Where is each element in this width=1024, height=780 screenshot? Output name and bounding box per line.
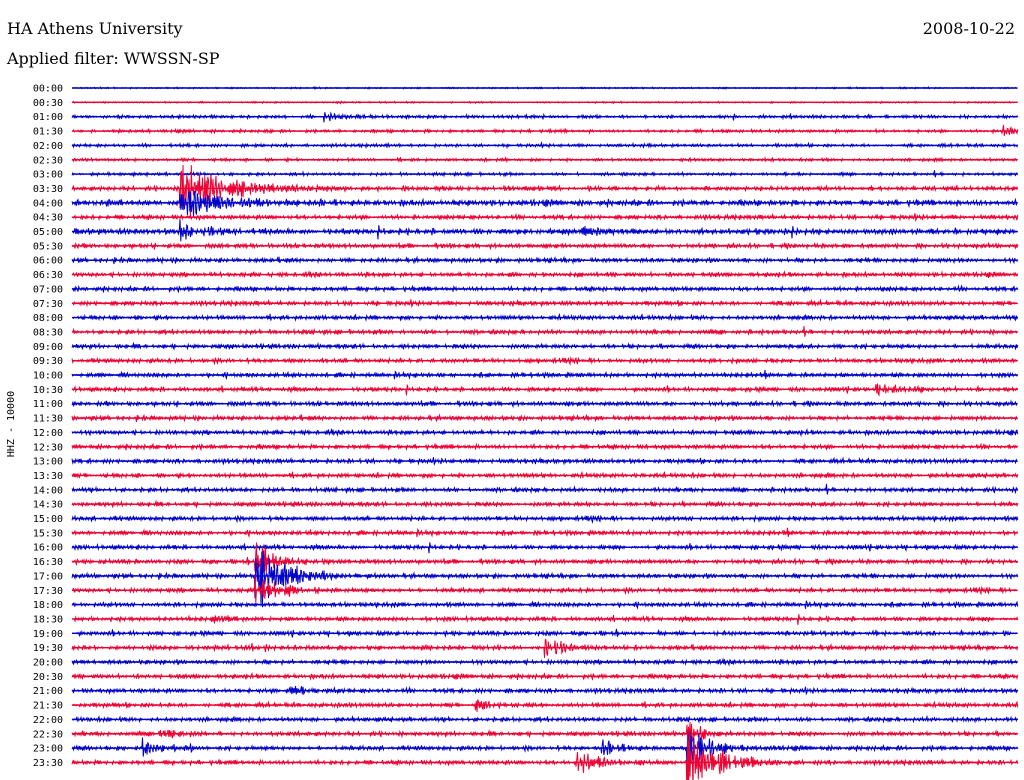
row-time-label: 19:00 — [33, 629, 63, 640]
row-time-label: 15:00 — [33, 514, 63, 525]
seismogram-trace-row — [71, 164, 1019, 218]
row-time-label: 10:00 — [33, 371, 63, 382]
row-time-label: 03:30 — [33, 184, 63, 195]
row-time-label: 03:00 — [33, 170, 63, 181]
row-time-label: 10:30 — [33, 385, 63, 396]
row-time-label: 06:00 — [33, 256, 63, 267]
seismogram-trace-row — [71, 638, 1019, 658]
row-time-label: 08:30 — [33, 327, 63, 338]
row-time-label: 18:30 — [33, 614, 63, 625]
row-time-label: 21:00 — [33, 686, 63, 697]
seismogram-trace-row — [71, 731, 1019, 780]
row-time-label: 20:30 — [33, 672, 63, 683]
row-time-label: 17:30 — [33, 586, 63, 597]
row-time-label: 18:00 — [33, 600, 63, 611]
row-time-label: 09:00 — [33, 342, 63, 353]
row-time-label: 20:00 — [33, 658, 63, 669]
row-time-label: 21:30 — [33, 701, 63, 712]
row-time-label: 02:30 — [33, 155, 63, 166]
row-time-label: 11:00 — [33, 399, 63, 410]
row-time-label: 07:00 — [33, 284, 63, 295]
row-time-label: 22:00 — [33, 715, 63, 726]
seismogram-trace-row — [71, 219, 1019, 242]
row-time-label: 01:00 — [33, 112, 63, 123]
row-time-label: 07:30 — [33, 299, 63, 310]
row-time-label: 19:30 — [33, 643, 63, 654]
seismogram-trace-row — [71, 574, 1018, 603]
row-time-label: 22:30 — [33, 729, 63, 740]
row-time-label: 02:00 — [33, 141, 63, 152]
row-time-label: 12:30 — [33, 442, 63, 453]
row-time-label: 14:30 — [33, 500, 63, 511]
row-time-label: 15:30 — [33, 528, 63, 539]
time-tick-labels: 00:00 00:30 01:00 01:30 02:00 02:30 03:00 03:30… — [33, 84, 63, 769]
row-time-label: 01:30 — [33, 127, 63, 138]
row-time-label: 00:30 — [33, 98, 63, 109]
row-time-label: 17:00 — [33, 571, 63, 582]
row-time-label: 13:00 — [33, 457, 63, 468]
station-title: HA Athens University — [7, 19, 183, 38]
channel-label: HHZ - 10000 — [6, 391, 17, 457]
row-time-label: 05:00 — [33, 227, 63, 238]
row-time-label: 05:30 — [33, 241, 63, 252]
row-time-label: 14:00 — [33, 485, 63, 496]
filter-label: Applied filter: WWSSN-SP — [7, 49, 220, 68]
row-time-label: 06:30 — [33, 270, 63, 281]
row-time-label: 04:00 — [33, 198, 63, 209]
seismogram-trace-row — [71, 722, 1019, 744]
row-time-label: 23:00 — [33, 744, 63, 755]
row-time-label: 04:30 — [33, 213, 63, 224]
seismogram-traces — [71, 85, 1019, 780]
row-time-label: 16:30 — [33, 557, 63, 568]
row-time-label: 13:30 — [33, 471, 63, 482]
row-time-label: 00:00 — [33, 84, 63, 95]
row-time-label: 11:30 — [33, 414, 63, 425]
row-time-label: 23:30 — [33, 758, 63, 769]
row-time-label: 16:00 — [33, 543, 63, 554]
seismogram-trace-row — [71, 550, 1019, 608]
row-time-label: 08:00 — [33, 313, 63, 324]
row-time-label: 09:30 — [33, 356, 63, 367]
recording-date: 2008-10-22 — [922, 19, 1015, 38]
row-time-label: 12:00 — [33, 428, 63, 439]
